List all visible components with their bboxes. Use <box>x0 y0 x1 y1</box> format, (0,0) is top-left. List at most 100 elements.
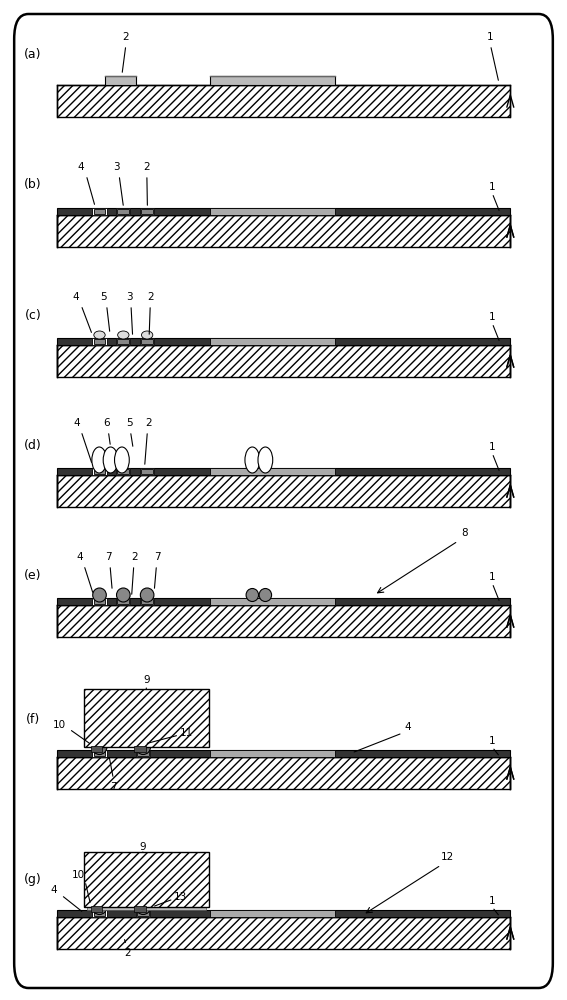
Bar <box>57 208 510 215</box>
Text: 3: 3 <box>126 292 133 302</box>
Circle shape <box>258 447 273 473</box>
Text: (d): (d) <box>24 438 42 452</box>
Text: 2: 2 <box>147 292 154 302</box>
Text: 1: 1 <box>489 896 496 906</box>
Text: 1: 1 <box>489 312 496 322</box>
Bar <box>116 598 130 605</box>
Text: 4: 4 <box>73 418 80 428</box>
Bar <box>57 757 510 789</box>
Bar <box>87 904 206 910</box>
Text: 1: 1 <box>489 442 496 452</box>
Bar <box>136 910 150 917</box>
Text: 13: 13 <box>174 892 187 902</box>
Text: 3: 3 <box>113 162 120 172</box>
Bar <box>57 917 510 949</box>
Text: 1: 1 <box>489 736 496 746</box>
Text: 11: 11 <box>179 728 193 738</box>
Text: 9: 9 <box>139 842 146 852</box>
Text: 2: 2 <box>122 32 129 42</box>
Bar <box>91 906 102 912</box>
Bar <box>94 751 105 756</box>
Text: 1: 1 <box>489 572 496 582</box>
Bar <box>136 750 150 757</box>
Text: 2: 2 <box>143 162 150 172</box>
Ellipse shape <box>259 588 272 601</box>
Bar <box>91 746 102 752</box>
Bar <box>140 468 154 475</box>
Bar <box>134 746 146 752</box>
Ellipse shape <box>118 331 129 339</box>
Text: 5: 5 <box>100 292 107 302</box>
Bar <box>137 751 149 756</box>
Text: 1: 1 <box>489 182 496 192</box>
Bar <box>141 339 153 344</box>
Ellipse shape <box>117 588 130 602</box>
Bar <box>210 910 335 917</box>
Bar <box>57 475 510 507</box>
Ellipse shape <box>92 740 107 754</box>
Bar <box>210 208 335 215</box>
Bar <box>141 209 153 214</box>
Circle shape <box>103 447 118 473</box>
Bar <box>92 338 107 345</box>
Text: 6: 6 <box>103 418 110 428</box>
Text: (e): (e) <box>24 568 41 581</box>
Text: 8: 8 <box>462 528 468 538</box>
Bar <box>210 750 335 757</box>
Ellipse shape <box>93 588 107 602</box>
Bar <box>94 209 105 214</box>
Text: 4: 4 <box>77 162 84 172</box>
Bar <box>57 345 510 377</box>
Bar <box>140 208 154 215</box>
Bar <box>117 209 129 214</box>
Text: (g): (g) <box>24 874 42 886</box>
Bar <box>57 85 510 117</box>
Text: 10: 10 <box>53 720 66 730</box>
Text: (a): (a) <box>24 48 41 61</box>
Ellipse shape <box>142 331 153 339</box>
Bar <box>117 599 129 604</box>
Bar <box>57 468 510 475</box>
Ellipse shape <box>140 588 154 602</box>
Bar <box>105 76 136 85</box>
Bar <box>117 469 129 474</box>
Text: 1: 1 <box>487 32 494 42</box>
Bar <box>57 750 510 757</box>
Ellipse shape <box>136 740 150 754</box>
Text: 2: 2 <box>145 418 152 428</box>
Bar <box>92 750 107 757</box>
Bar <box>137 911 149 916</box>
Bar <box>94 911 105 916</box>
Text: 4: 4 <box>405 722 412 732</box>
Bar <box>92 208 107 215</box>
Bar <box>140 338 154 345</box>
Text: 2: 2 <box>124 948 131 958</box>
Text: 9: 9 <box>143 675 150 685</box>
Bar <box>94 599 105 604</box>
Circle shape <box>245 447 260 473</box>
Bar <box>210 468 335 475</box>
Bar <box>57 598 510 605</box>
Ellipse shape <box>94 331 105 339</box>
Text: (b): (b) <box>24 178 42 191</box>
Bar <box>116 208 130 215</box>
Circle shape <box>115 447 129 473</box>
Bar <box>210 76 335 85</box>
Text: 10: 10 <box>71 870 85 880</box>
Bar <box>141 469 153 474</box>
FancyBboxPatch shape <box>14 14 553 988</box>
Text: 7: 7 <box>154 552 161 562</box>
Text: 12: 12 <box>441 852 455 862</box>
Bar <box>117 339 129 344</box>
Circle shape <box>92 447 107 473</box>
Bar <box>141 599 153 604</box>
Ellipse shape <box>246 588 259 601</box>
Bar <box>92 468 107 475</box>
Text: 7: 7 <box>105 552 112 562</box>
Bar <box>116 468 130 475</box>
Text: (c): (c) <box>24 308 41 322</box>
Bar <box>116 338 130 345</box>
Bar <box>140 598 154 605</box>
Bar <box>84 689 209 747</box>
Bar <box>84 852 209 907</box>
